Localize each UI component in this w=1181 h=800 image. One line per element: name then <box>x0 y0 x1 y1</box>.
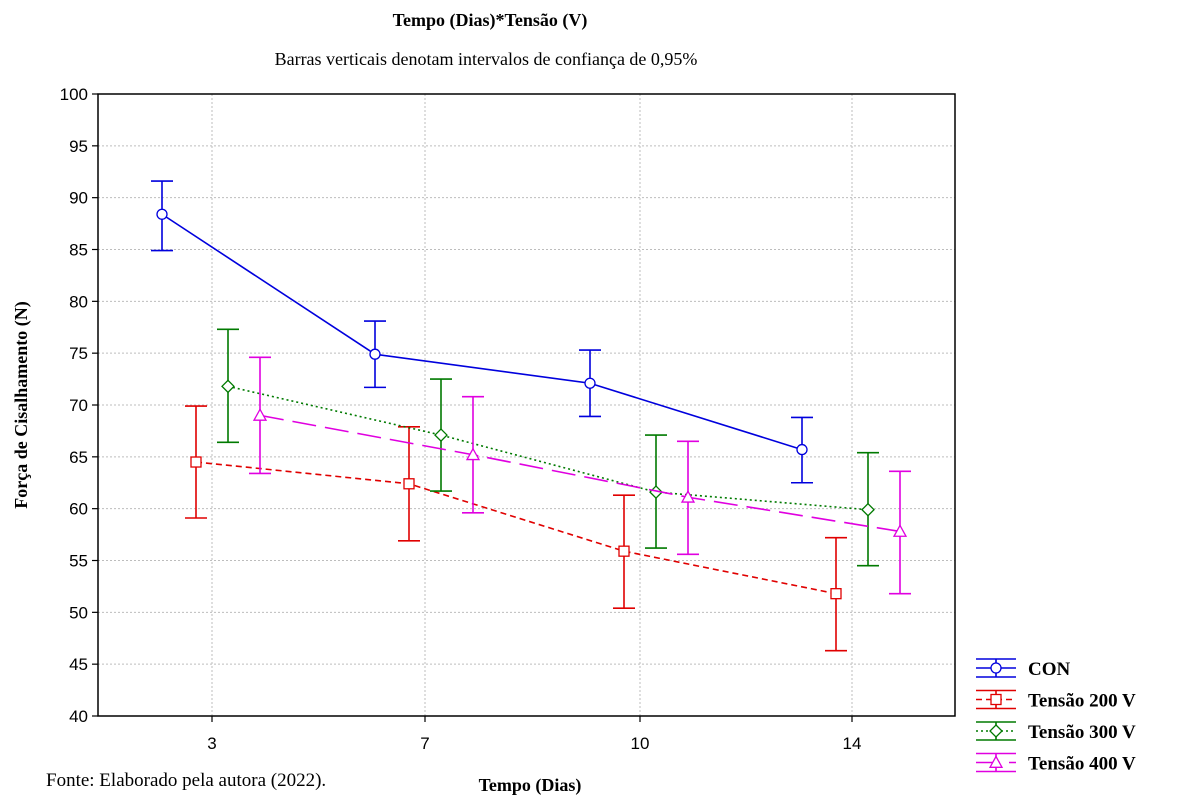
data-point <box>892 524 908 537</box>
data-point <box>252 408 268 421</box>
x-axis-ticks: 3 7 10 14 <box>207 716 861 753</box>
y-tick-label: 90 <box>69 189 88 208</box>
legend-label: Tensão 400 V <box>1028 754 1136 775</box>
series-3 <box>217 328 879 567</box>
data-point <box>796 443 808 456</box>
legend: CON Tensão 200 V Tensão 300 V Tensão 400 V <box>976 658 1136 775</box>
series-line <box>161 213 803 451</box>
legend-marker <box>988 755 1004 768</box>
data-point <box>584 377 596 389</box>
x-axis-label: Tempo (Dias) <box>479 775 582 796</box>
legend-entry-2: Tensão 200 V <box>976 689 1136 712</box>
data-point <box>830 588 842 600</box>
series-layer <box>151 180 911 652</box>
data-point <box>221 379 235 394</box>
data-point <box>369 348 381 360</box>
series-line <box>259 414 901 533</box>
y-tick-label: 50 <box>69 603 88 622</box>
legend-entry-1: CON <box>976 658 1071 680</box>
data-point <box>403 478 415 490</box>
grid-lines <box>98 93 955 717</box>
x-tick-label: 10 <box>631 734 650 753</box>
chart-title: Tempo (Dias)*Tensão (V) <box>393 10 588 31</box>
source-note: Fonte: Elaborado pela autora (2022). <box>46 770 326 791</box>
y-tick-label: 70 <box>69 396 88 415</box>
legend-label: CON <box>1028 659 1071 680</box>
y-tick-label: 100 <box>60 85 88 104</box>
series-4 <box>249 356 911 595</box>
data-point <box>190 456 202 468</box>
y-tick-label: 80 <box>69 292 88 311</box>
plot-frame <box>97 93 956 717</box>
y-tick-label: 60 <box>69 500 88 519</box>
legend-entry-3: Tensão 300 V <box>976 721 1136 743</box>
legend-marker <box>990 662 1002 674</box>
x-tick-label: 3 <box>207 734 216 753</box>
series-line <box>195 461 837 595</box>
legend-entry-4: Tensão 400 V <box>976 752 1136 775</box>
data-point <box>434 428 448 442</box>
x-tick-label: 14 <box>843 734 862 753</box>
y-tick-label: 40 <box>69 707 88 726</box>
data-point <box>861 502 875 517</box>
series-2 <box>185 405 847 652</box>
y-tick-label: 95 <box>69 137 88 156</box>
y-tick-label: 65 <box>69 448 88 467</box>
chart-subtitle: Barras verticais denotam intervalos de c… <box>275 49 698 69</box>
y-axis-ticks: 40 45 50 55 60 65 70 75 80 85 90 95 100 <box>60 85 98 726</box>
y-tick-label: 85 <box>69 241 88 260</box>
data-point <box>156 208 168 220</box>
legend-marker <box>989 724 1003 738</box>
x-tick-label: 7 <box>420 734 429 753</box>
y-tick-label: 45 <box>69 655 88 674</box>
legend-label: Tensão 200 V <box>1028 691 1136 712</box>
y-axis-label: Força de Cisalhamento (N) <box>11 301 32 508</box>
data-point <box>465 447 481 461</box>
y-tick-label: 55 <box>69 552 88 571</box>
data-point <box>618 545 630 557</box>
legend-marker <box>990 693 1002 706</box>
data-point <box>680 489 696 503</box>
series-1 <box>151 180 813 484</box>
legend-label: Tensão 300 V <box>1028 722 1136 743</box>
y-tick-label: 75 <box>69 344 88 363</box>
